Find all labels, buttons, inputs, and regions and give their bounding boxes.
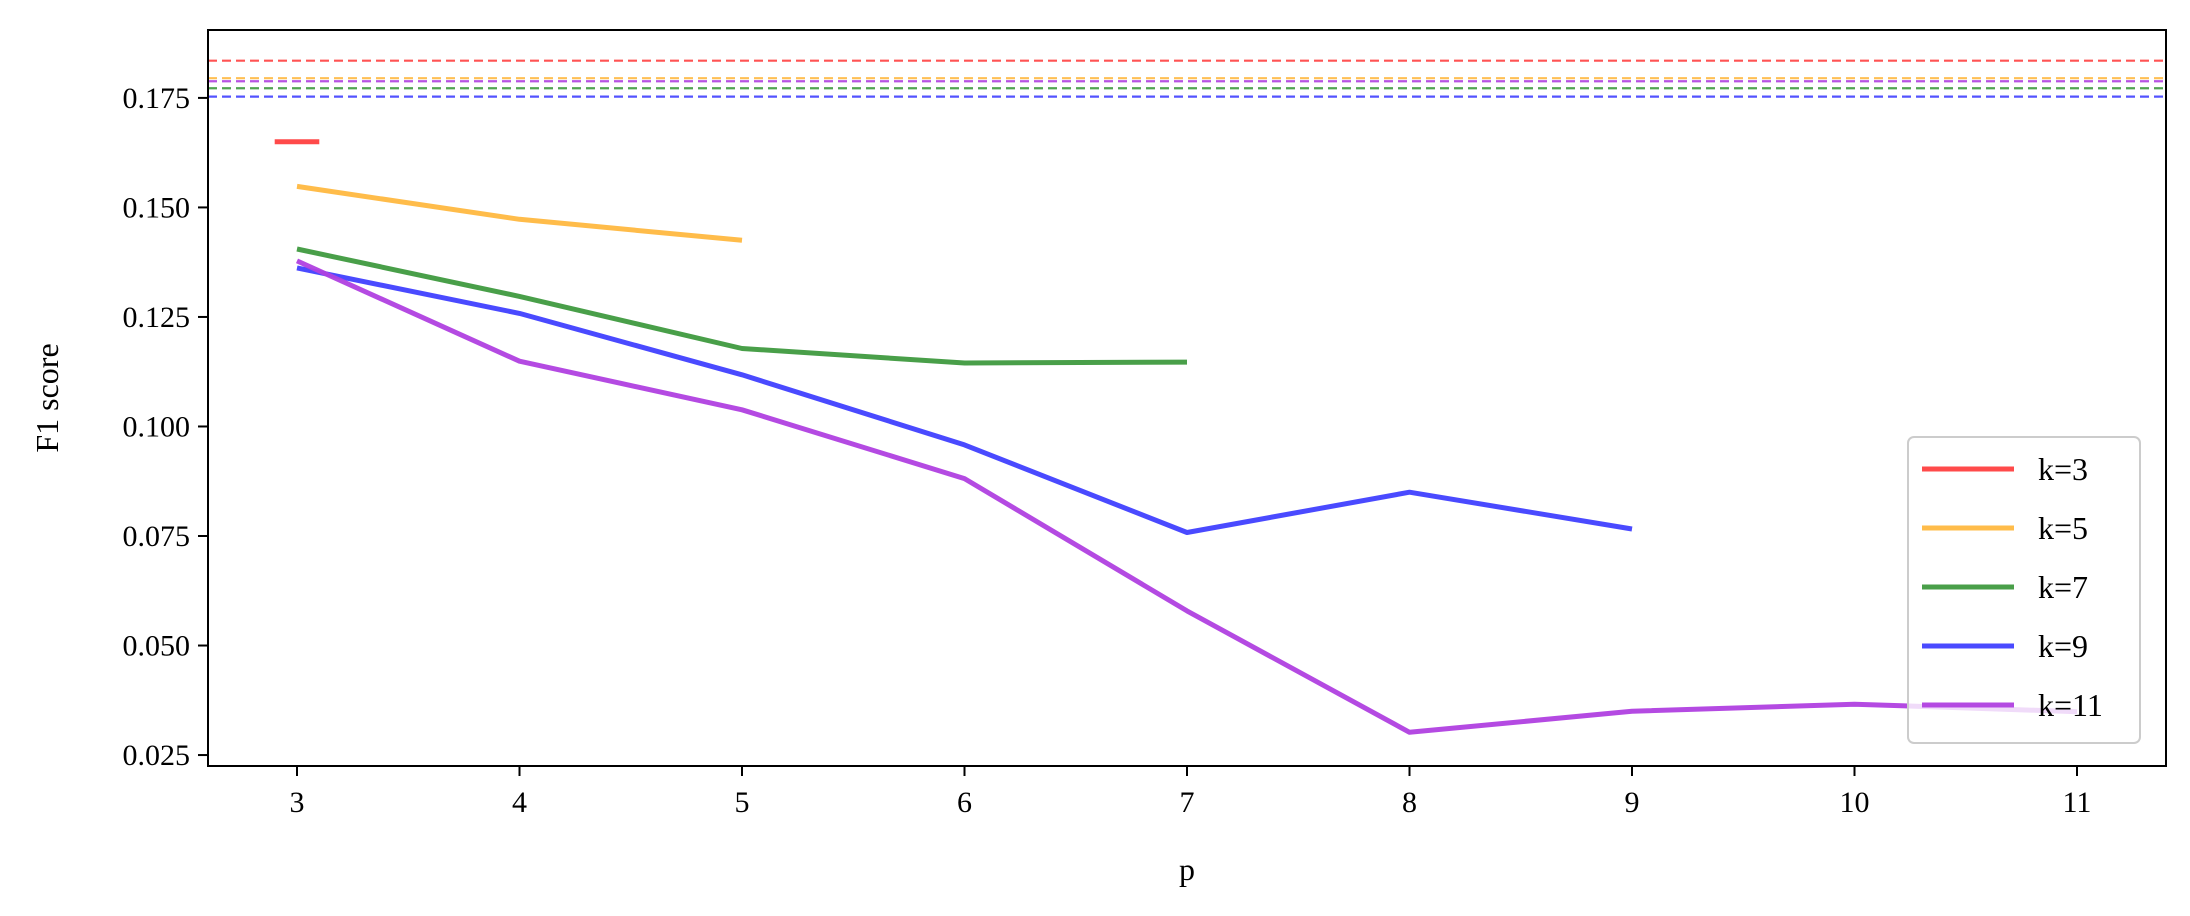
legend-label-k=3: k=3 — [2038, 451, 2088, 487]
y-tick-label: 0.150 — [123, 191, 191, 224]
x-tick-label: 3 — [290, 786, 305, 819]
series-line-k=9 — [296, 265, 1633, 535]
legend: k=3 k=5 k=7 k=9 k=11 — [1907, 436, 2141, 744]
x-tick-label: 11 — [2063, 786, 2092, 819]
legend-label-k=5: k=5 — [2038, 510, 2088, 546]
x-tick-label: 6 — [957, 786, 972, 819]
y-tick-label: 0.025 — [123, 739, 191, 772]
x-tick-label: 4 — [512, 786, 527, 819]
y-tick-label: 0.075 — [123, 520, 191, 553]
y-tick-label: 0.050 — [123, 630, 191, 663]
legend-box — [1907, 436, 2141, 744]
x-tick-label: 10 — [1840, 786, 1870, 819]
x-tick-label: 5 — [735, 786, 750, 819]
y-axis-label: F1 score — [29, 343, 65, 452]
y-tick-label: 0.175 — [123, 82, 191, 115]
series-lines — [274, 139, 2078, 735]
series-line-k=11 — [295, 258, 2078, 735]
y-tick-label: 0.100 — [123, 410, 191, 443]
x-tick-label: 7 — [1180, 786, 1195, 819]
series-line-k=5 — [296, 183, 743, 243]
baseline-lines — [208, 59, 2166, 98]
x-axis: 3 4 5 6 7 8 9 10 11 — [290, 766, 2092, 819]
y-axis: 0.025 0.050 0.075 0.100 0.125 0.150 0.175 — [123, 82, 208, 772]
legend-label-k=11: k=11 — [2038, 687, 2103, 723]
plot-background — [208, 30, 2166, 766]
legend-label-k=7: k=7 — [2038, 569, 2088, 605]
x-tick-label: 9 — [1625, 786, 1640, 819]
series-line-k=7 — [296, 246, 1188, 366]
legend-label-k=9: k=9 — [2038, 628, 2088, 664]
x-tick-label: 8 — [1402, 786, 1417, 819]
y-tick-label: 0.125 — [123, 301, 191, 334]
x-axis-label: p — [1179, 851, 1195, 887]
